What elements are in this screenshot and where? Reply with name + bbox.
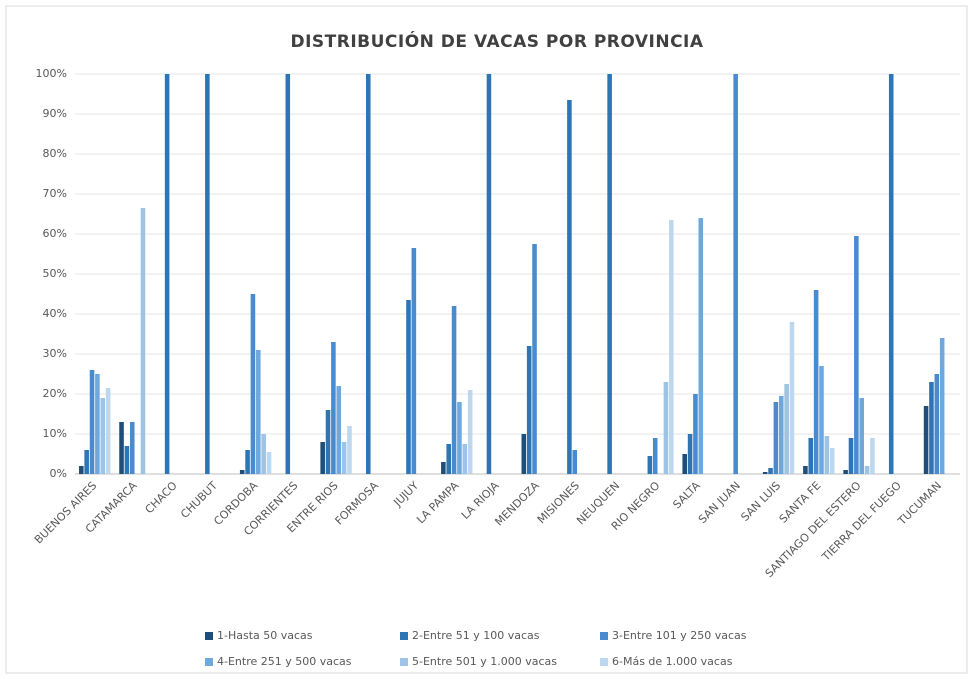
bar xyxy=(929,382,934,474)
y-tick-label: 0% xyxy=(50,467,67,480)
legend-label: 1-Hasta 50 vacas xyxy=(217,629,313,642)
bar xyxy=(365,74,371,474)
y-tick-label: 30% xyxy=(43,347,67,360)
bar xyxy=(164,74,170,474)
bar xyxy=(205,74,210,474)
bar xyxy=(119,422,124,474)
bar xyxy=(923,406,929,474)
bar xyxy=(870,438,875,474)
y-tick-label: 50% xyxy=(43,267,67,280)
bar xyxy=(934,374,940,474)
bar xyxy=(808,438,814,474)
bar xyxy=(320,442,325,474)
bar xyxy=(939,338,945,474)
bar xyxy=(778,396,784,474)
bar xyxy=(824,436,830,474)
legend-swatch xyxy=(600,658,608,666)
chart-border xyxy=(5,5,968,674)
bar xyxy=(446,444,451,474)
y-tick-label: 90% xyxy=(43,107,67,120)
bar xyxy=(784,384,789,474)
bar xyxy=(140,208,146,474)
bar xyxy=(733,74,738,474)
bar xyxy=(669,220,674,474)
bar xyxy=(462,444,468,474)
bar xyxy=(819,366,824,474)
bar xyxy=(325,410,331,474)
bar xyxy=(813,290,819,474)
bar xyxy=(331,342,336,474)
bar xyxy=(803,466,808,474)
bar xyxy=(341,442,347,474)
bar xyxy=(768,468,773,474)
bar xyxy=(95,374,100,474)
bar xyxy=(89,370,95,474)
bar xyxy=(406,300,411,474)
legend-label: 3-Entre 101 y 250 vacas xyxy=(612,629,747,642)
bar xyxy=(250,294,256,474)
bar xyxy=(773,402,779,474)
bar xyxy=(441,462,446,474)
bar xyxy=(521,434,527,474)
bar xyxy=(526,346,532,474)
bar xyxy=(100,398,106,474)
legend-label: 6-Más de 1.000 vacas xyxy=(612,655,733,668)
legend-label: 5-Entre 501 y 1.000 vacas xyxy=(412,655,557,668)
bar xyxy=(245,450,250,474)
y-tick-label: 40% xyxy=(43,307,67,320)
bar xyxy=(693,394,698,474)
bar xyxy=(467,390,473,474)
bar xyxy=(682,454,687,474)
bar xyxy=(532,244,537,474)
bar xyxy=(854,236,859,474)
bar xyxy=(105,388,111,474)
y-tick-label: 10% xyxy=(43,427,67,440)
bar xyxy=(239,470,245,474)
bar xyxy=(336,386,342,474)
bar xyxy=(129,422,135,474)
bar xyxy=(652,438,658,474)
bar xyxy=(285,74,291,474)
bar xyxy=(762,472,768,474)
bar xyxy=(843,470,848,474)
legend-swatch xyxy=(400,658,408,666)
bar xyxy=(687,434,693,474)
bar xyxy=(266,452,272,474)
y-tick-label: 70% xyxy=(43,187,67,200)
legend-swatch xyxy=(205,632,213,640)
y-tick-label: 20% xyxy=(43,387,67,400)
legend-swatch xyxy=(400,632,408,640)
bar xyxy=(859,398,864,474)
y-tick-label: 60% xyxy=(43,227,67,240)
bar xyxy=(79,466,84,474)
bar xyxy=(829,448,835,474)
bar xyxy=(572,450,578,474)
bar xyxy=(864,466,870,474)
bar xyxy=(647,456,653,474)
y-tick-label: 80% xyxy=(43,147,67,160)
bar xyxy=(261,434,266,474)
bar xyxy=(84,450,89,474)
legend-label: 4-Entre 251 y 500 vacas xyxy=(217,655,352,668)
bar xyxy=(848,438,854,474)
legend-label: 2-Entre 51 y 100 vacas xyxy=(412,629,540,642)
bar xyxy=(607,74,612,474)
bar xyxy=(663,382,669,474)
legend-swatch xyxy=(600,632,608,640)
bar xyxy=(486,74,492,474)
bar xyxy=(411,248,417,474)
bar xyxy=(698,218,704,474)
bar xyxy=(888,74,894,474)
bar xyxy=(124,446,130,474)
legend-swatch xyxy=(205,658,213,666)
bar xyxy=(451,306,457,474)
chart-title: DISTRIBUCIÓN DE VACAS POR PROVINCIA xyxy=(290,30,703,52)
bar xyxy=(256,350,261,474)
bar xyxy=(457,402,462,474)
bar xyxy=(567,100,572,474)
bar xyxy=(789,322,795,474)
y-tick-label: 100% xyxy=(36,67,67,80)
bar xyxy=(347,426,352,474)
